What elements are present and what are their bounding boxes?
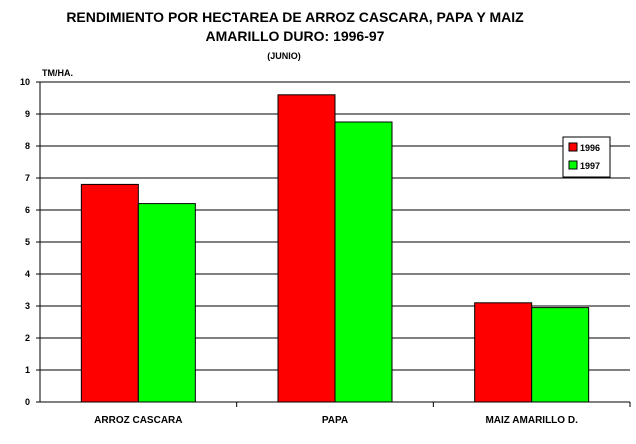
x-category-label: ARROZ CASCARA (94, 415, 182, 426)
y-tick-label: 10 (20, 77, 30, 87)
y-tick-label: 9 (25, 109, 30, 119)
legend: 1996 1997 (562, 136, 611, 178)
y-tick-labels: 0 1 2 3 4 5 6 7 8 9 10 (20, 77, 30, 407)
y-tick-label: 8 (25, 141, 30, 151)
chart-title-line-2: AMARILLO DURO: 1996-97 (205, 28, 385, 44)
y-tick-label: 7 (25, 173, 30, 183)
chart-title: RENDIMIENTO POR HECTAREA DE ARROZ CASCAR… (66, 9, 524, 25)
chart-subtitle: (JUNIO) (267, 51, 301, 61)
y-axis-unit-label: TM/HA. (42, 68, 73, 78)
x-category-label: MAIZ AMARILLO D. (485, 415, 578, 426)
y-tick-label: 5 (25, 237, 30, 247)
legend-label-1996: 1996 (580, 143, 600, 153)
legend-label-1997: 1997 (580, 161, 600, 171)
axes (36, 81, 631, 407)
x-category-labels: ARROZ CASCARA PAPA MAIZ AMARILLO D. (94, 415, 578, 426)
y-tick-label: 6 (25, 205, 30, 215)
x-category-label: PAPA (322, 415, 348, 426)
legend-swatch-1996 (568, 142, 578, 152)
y-tick-label: 4 (25, 269, 30, 279)
bar-1996-1 (277, 94, 336, 403)
y-tick-label: 2 (25, 333, 30, 343)
legend-swatch-1997 (568, 160, 578, 170)
bars (80, 94, 590, 403)
bar-1997-2 (531, 307, 590, 403)
bar-1997-0 (137, 203, 196, 403)
y-tick-label: 1 (25, 365, 30, 375)
y-tick-label: 3 (25, 301, 30, 311)
bar-1996-2 (474, 302, 533, 403)
y-tick-label: 0 (25, 397, 30, 407)
bar-1996-0 (80, 183, 139, 403)
bar-1997-1 (334, 121, 393, 403)
